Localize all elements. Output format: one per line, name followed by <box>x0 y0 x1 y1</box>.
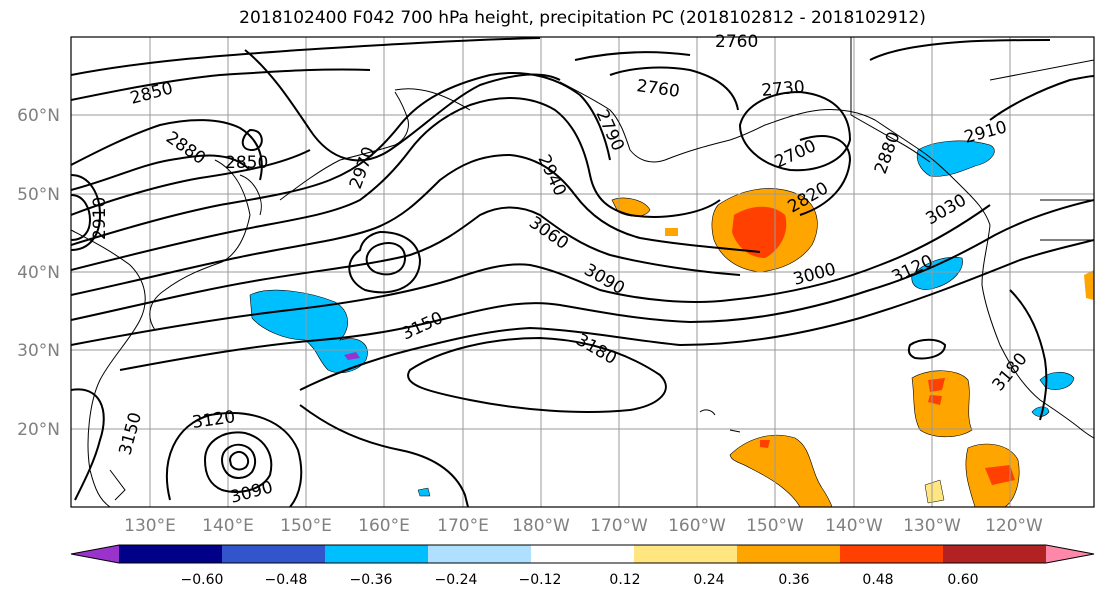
colorbar-segments <box>70 544 1095 564</box>
colorbar-tick-label: 0.36 <box>778 572 809 588</box>
longitude-labels: 130°E 140°E 150°E 160°E 170°E 180°W 170°… <box>124 516 1043 536</box>
colorbar-tick-label: 0.12 <box>609 572 640 588</box>
precip-purple-area <box>344 352 360 360</box>
lon-label: 150°W <box>746 516 804 536</box>
colorbar-segment <box>325 545 429 563</box>
lat-label: 40°N <box>17 263 60 283</box>
colorbar-extend-high <box>1046 545 1094 563</box>
precip-red-area <box>985 465 1015 485</box>
precip-orange-area <box>1084 270 1094 300</box>
lon-label: 130°W <box>903 516 961 536</box>
colorbar-segment <box>222 545 326 563</box>
lon-label: 160°W <box>668 516 726 536</box>
lat-label: 50°N <box>17 185 60 205</box>
map-panel <box>71 37 1094 507</box>
lon-label: 140°W <box>825 516 883 536</box>
lon-label: 150°E <box>280 516 332 536</box>
map-frame <box>70 36 1095 508</box>
precip-red-area <box>760 440 770 448</box>
map-title: 2018102400 F042 700 hPa height, precipit… <box>239 8 926 28</box>
precip-blue-area <box>417 487 431 497</box>
precip-orange-area <box>911 370 973 438</box>
precip-red-area <box>732 206 787 258</box>
colorbar-segment <box>531 545 635 563</box>
lat-label: 30°N <box>17 341 60 361</box>
precip-blue-area <box>916 140 995 177</box>
colorbar-tick-label: −0.24 <box>435 572 478 588</box>
contour-label: 2910 <box>90 197 110 240</box>
colorbar-tick-label: 0.48 <box>862 572 893 588</box>
colorbar-segment <box>737 545 841 563</box>
colorbar-tick-label: −0.12 <box>519 572 562 588</box>
colorbar-segment <box>943 545 1047 563</box>
precip-orange-area <box>665 228 678 236</box>
graticule <box>71 37 1094 507</box>
colorbar-tick-label: −0.36 <box>350 572 393 588</box>
lon-label: 120°W <box>985 516 1043 536</box>
contour-label: 2850 <box>225 153 268 173</box>
colorbar-tick-label: −0.60 <box>181 572 224 588</box>
lat-label: 20°N <box>17 420 60 440</box>
lat-label: 60°N <box>17 106 60 126</box>
colorbar-tick-label: 0.60 <box>947 572 978 588</box>
colorbar-tick-label: 0.24 <box>693 572 724 588</box>
colorbar: −0.60 −0.48 −0.36 −0.24 −0.12 0.12 0.24 … <box>70 544 1095 588</box>
precip-blue-area <box>911 257 963 290</box>
precip-blue-area <box>1031 406 1050 417</box>
lon-label: 160°E <box>358 516 410 536</box>
colorbar-segment <box>428 545 532 563</box>
colorbar-segment <box>634 545 738 563</box>
colorbar-segment <box>119 545 223 563</box>
precip-blue-area <box>1039 371 1075 390</box>
precip-orange-area <box>729 434 833 507</box>
contour-label: 2760 <box>715 32 758 52</box>
precip-yellow-area <box>924 479 945 504</box>
latitude-labels: 60°N 50°N 40°N 30°N 20°N <box>17 106 60 440</box>
colorbar-tick-label: −0.48 <box>265 572 308 588</box>
colorbar-segment <box>840 545 944 563</box>
colorbar-outline <box>70 544 1095 564</box>
lon-label: 170°W <box>590 516 648 536</box>
colorbar-extend-low <box>71 545 119 563</box>
contour-label: 2730 <box>761 77 806 101</box>
lon-label: 130°E <box>124 516 176 536</box>
lon-label: 180°W <box>512 516 570 536</box>
lon-label: 140°E <box>202 516 254 536</box>
colorbar-ticks: −0.60 −0.48 −0.36 −0.24 −0.12 0.12 0.24 … <box>181 572 979 588</box>
height-contours <box>71 37 1094 507</box>
lon-label: 170°E <box>437 516 489 536</box>
